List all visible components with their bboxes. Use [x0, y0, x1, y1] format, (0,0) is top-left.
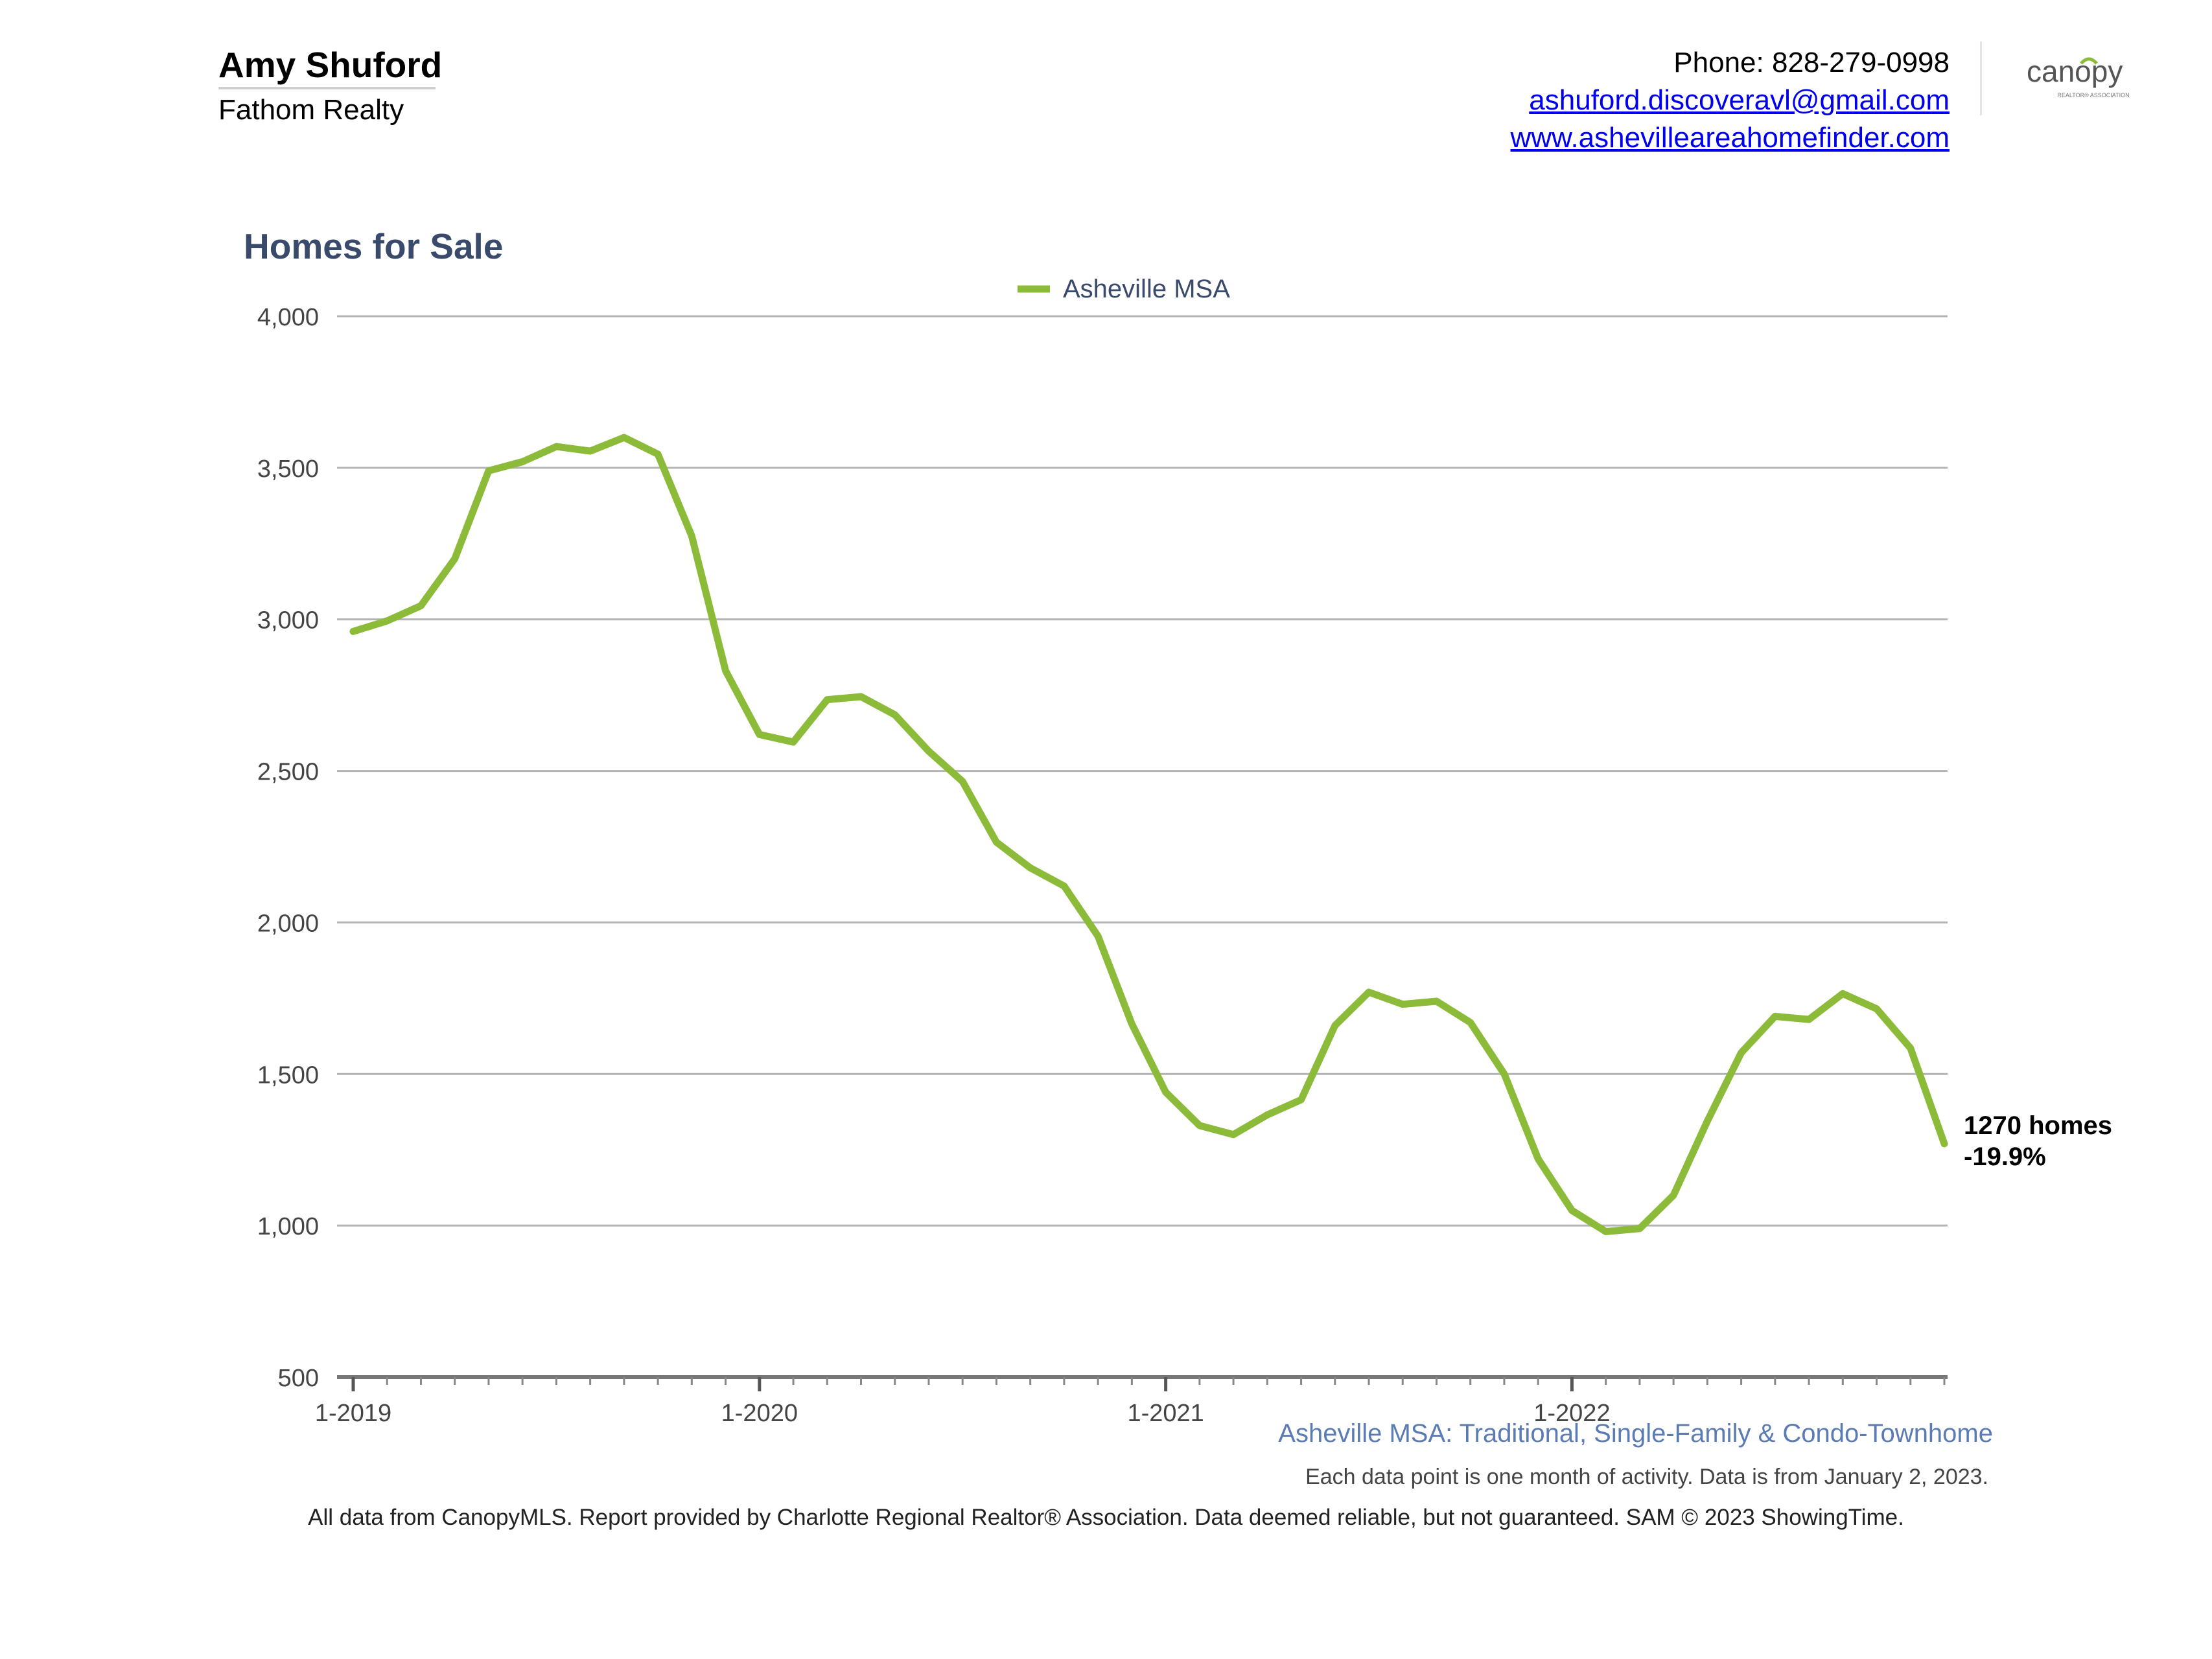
y-tick-label: 3,000: [257, 607, 319, 634]
x-tick-label: 1-2022: [1533, 1400, 1610, 1427]
agent-name: Amy Shuford: [218, 45, 443, 85]
chart-subtitle: Asheville MSA: Traditional, Single-Famil…: [1278, 1419, 1993, 1448]
x-tick-label: 1-2020: [721, 1400, 798, 1427]
change-annotation: -19.9%: [1964, 1143, 2046, 1171]
y-tick-label: 500: [278, 1365, 319, 1392]
y-tick-label: 2,000: [257, 910, 319, 937]
chart-title: Homes for Sale: [244, 226, 504, 266]
y-tick-label: 2,500: [257, 759, 319, 786]
last-value-annotation: 1270 homes: [1964, 1111, 2112, 1140]
y-tick-label: 1,000: [257, 1213, 319, 1240]
legend-label: Asheville MSA: [1063, 275, 1230, 303]
series-line-asheville-msa: [349, 434, 1948, 1235]
x-tick-label: 1-2019: [315, 1400, 391, 1427]
agent-name-underline: [218, 87, 436, 89]
header-divider: [1980, 41, 1982, 115]
y-tick-label: 3,500: [257, 456, 319, 483]
contact-website-link[interactable]: www.ashevilleareahomefinder.com: [1510, 122, 1950, 154]
contact-email-link[interactable]: ashuford.discoveravl@gmail.com: [1529, 84, 1950, 116]
contact-phone: Phone: 828-279-0998: [1673, 47, 1950, 78]
svg-text:REALTOR® ASSOCIATION: REALTOR® ASSOCIATION: [2057, 92, 2129, 99]
chart-note: Each data point is one month of activity…: [1305, 1465, 1988, 1489]
agent-company: Fathom Realty: [218, 94, 404, 126]
x-tick-label: 1-2021: [1127, 1400, 1204, 1427]
y-tick-label: 1,500: [257, 1062, 319, 1089]
svg-text:canopy: canopy: [2027, 54, 2123, 88]
y-tick-label: 4,000: [257, 304, 319, 331]
footer-disclaimer: All data from CanopyMLS. Report provided…: [308, 1505, 1904, 1530]
canopy-logo: canopy REALTOR® ASSOCIATION: [2027, 54, 2130, 99]
